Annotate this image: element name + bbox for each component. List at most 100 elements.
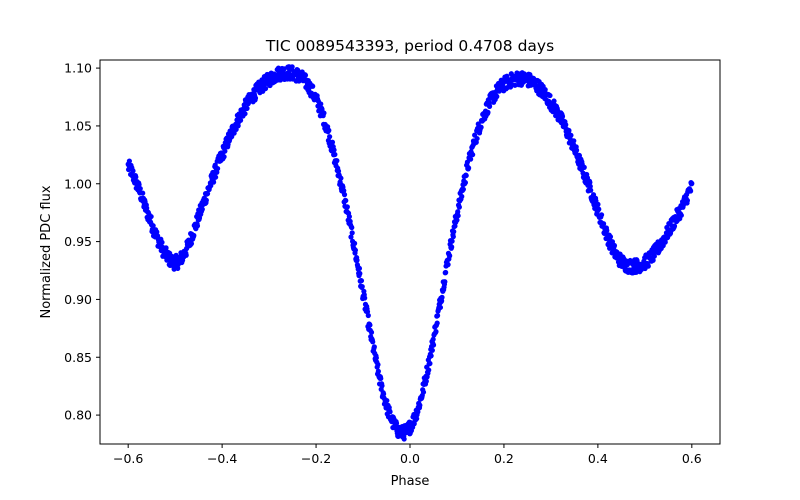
data-point (237, 117, 244, 123)
data-point (596, 206, 602, 212)
data-point (460, 186, 466, 192)
data-point (318, 101, 324, 107)
data-point (354, 257, 360, 263)
data-point (136, 182, 142, 188)
data-point (678, 212, 684, 218)
data-point (213, 174, 219, 180)
data-point (607, 234, 614, 240)
y-tick-label: 0.95 (64, 234, 92, 249)
data-point (188, 241, 195, 247)
data-point (671, 223, 678, 229)
data-point (447, 253, 453, 259)
data-point (433, 328, 439, 335)
data-point (252, 95, 259, 101)
data-point (346, 214, 352, 220)
data-point (437, 304, 444, 311)
data-point (573, 147, 580, 153)
data-point (310, 83, 316, 89)
data-point (338, 175, 344, 181)
data-point (358, 278, 365, 284)
data-point (430, 336, 436, 342)
x-axis-label: Phase (391, 474, 430, 489)
data-point (210, 179, 217, 185)
data-point (222, 148, 228, 154)
data-point (455, 213, 461, 219)
chart-title: TIC 0089543393, period 0.4708 days (265, 37, 554, 55)
data-point (688, 188, 694, 194)
data-point (449, 244, 455, 250)
data-point (349, 224, 355, 231)
data-point (587, 179, 593, 186)
data-point (459, 193, 465, 200)
y-tick-label: 0.90 (64, 292, 92, 307)
data-point (373, 355, 379, 361)
data-point (478, 124, 484, 130)
y-tick-label: 0.85 (64, 350, 92, 365)
x-tick-label: −0.2 (301, 451, 331, 466)
data-point (474, 135, 480, 142)
data-point (401, 436, 407, 442)
data-point (485, 109, 491, 115)
data-point (598, 212, 605, 218)
data-point (414, 416, 420, 422)
data-point (449, 238, 455, 244)
data-point (417, 402, 423, 408)
data-point (352, 240, 358, 246)
data-point (600, 221, 607, 227)
data-point (451, 229, 457, 235)
data-point (348, 234, 354, 240)
data-point (244, 105, 250, 111)
y-axis: 0.80 0.85 0.90 0.95 1.00 1.05 1.10 (64, 61, 100, 423)
data-point (428, 353, 434, 359)
data-point (466, 165, 472, 171)
x-tick-label: 0.4 (588, 451, 608, 466)
data-point (349, 230, 355, 236)
data-point (393, 420, 400, 426)
data-point (341, 187, 347, 194)
data-point (148, 213, 154, 220)
data-point (133, 174, 139, 180)
y-tick-label: 1.10 (64, 61, 92, 76)
data-point (357, 270, 363, 277)
data-point (456, 204, 462, 210)
data-point (289, 64, 295, 70)
data-point (563, 122, 569, 128)
data-point (352, 247, 359, 253)
data-point (571, 138, 577, 144)
data-point (450, 234, 456, 240)
data-point (130, 168, 136, 174)
x-tick-label: 0.2 (494, 451, 514, 466)
data-point (375, 362, 381, 368)
data-point (435, 312, 441, 319)
data-point (559, 113, 566, 120)
data-point (415, 409, 421, 415)
data-point (365, 312, 371, 319)
data-point (547, 92, 553, 99)
data-point (215, 165, 221, 172)
data-point (344, 204, 350, 210)
data-point (334, 158, 340, 164)
data-point (359, 283, 365, 290)
data-point (381, 391, 387, 397)
y-tick-label: 0.80 (64, 408, 92, 423)
data-point (375, 368, 381, 374)
data-point (242, 111, 248, 117)
x-tick-label: 0.0 (400, 451, 420, 466)
y-tick-label: 1.00 (64, 176, 92, 191)
data-point (367, 322, 373, 328)
data-point (371, 344, 377, 350)
data-point (650, 257, 656, 263)
data-point (379, 383, 385, 389)
data-point (137, 185, 143, 192)
data-point (191, 232, 197, 239)
data-point (470, 152, 476, 158)
data-point (581, 164, 587, 170)
data-point (568, 132, 574, 138)
data-point (604, 227, 610, 234)
data-point (326, 127, 332, 133)
data-point (327, 134, 333, 140)
data-point (356, 265, 363, 272)
data-point (343, 197, 349, 204)
